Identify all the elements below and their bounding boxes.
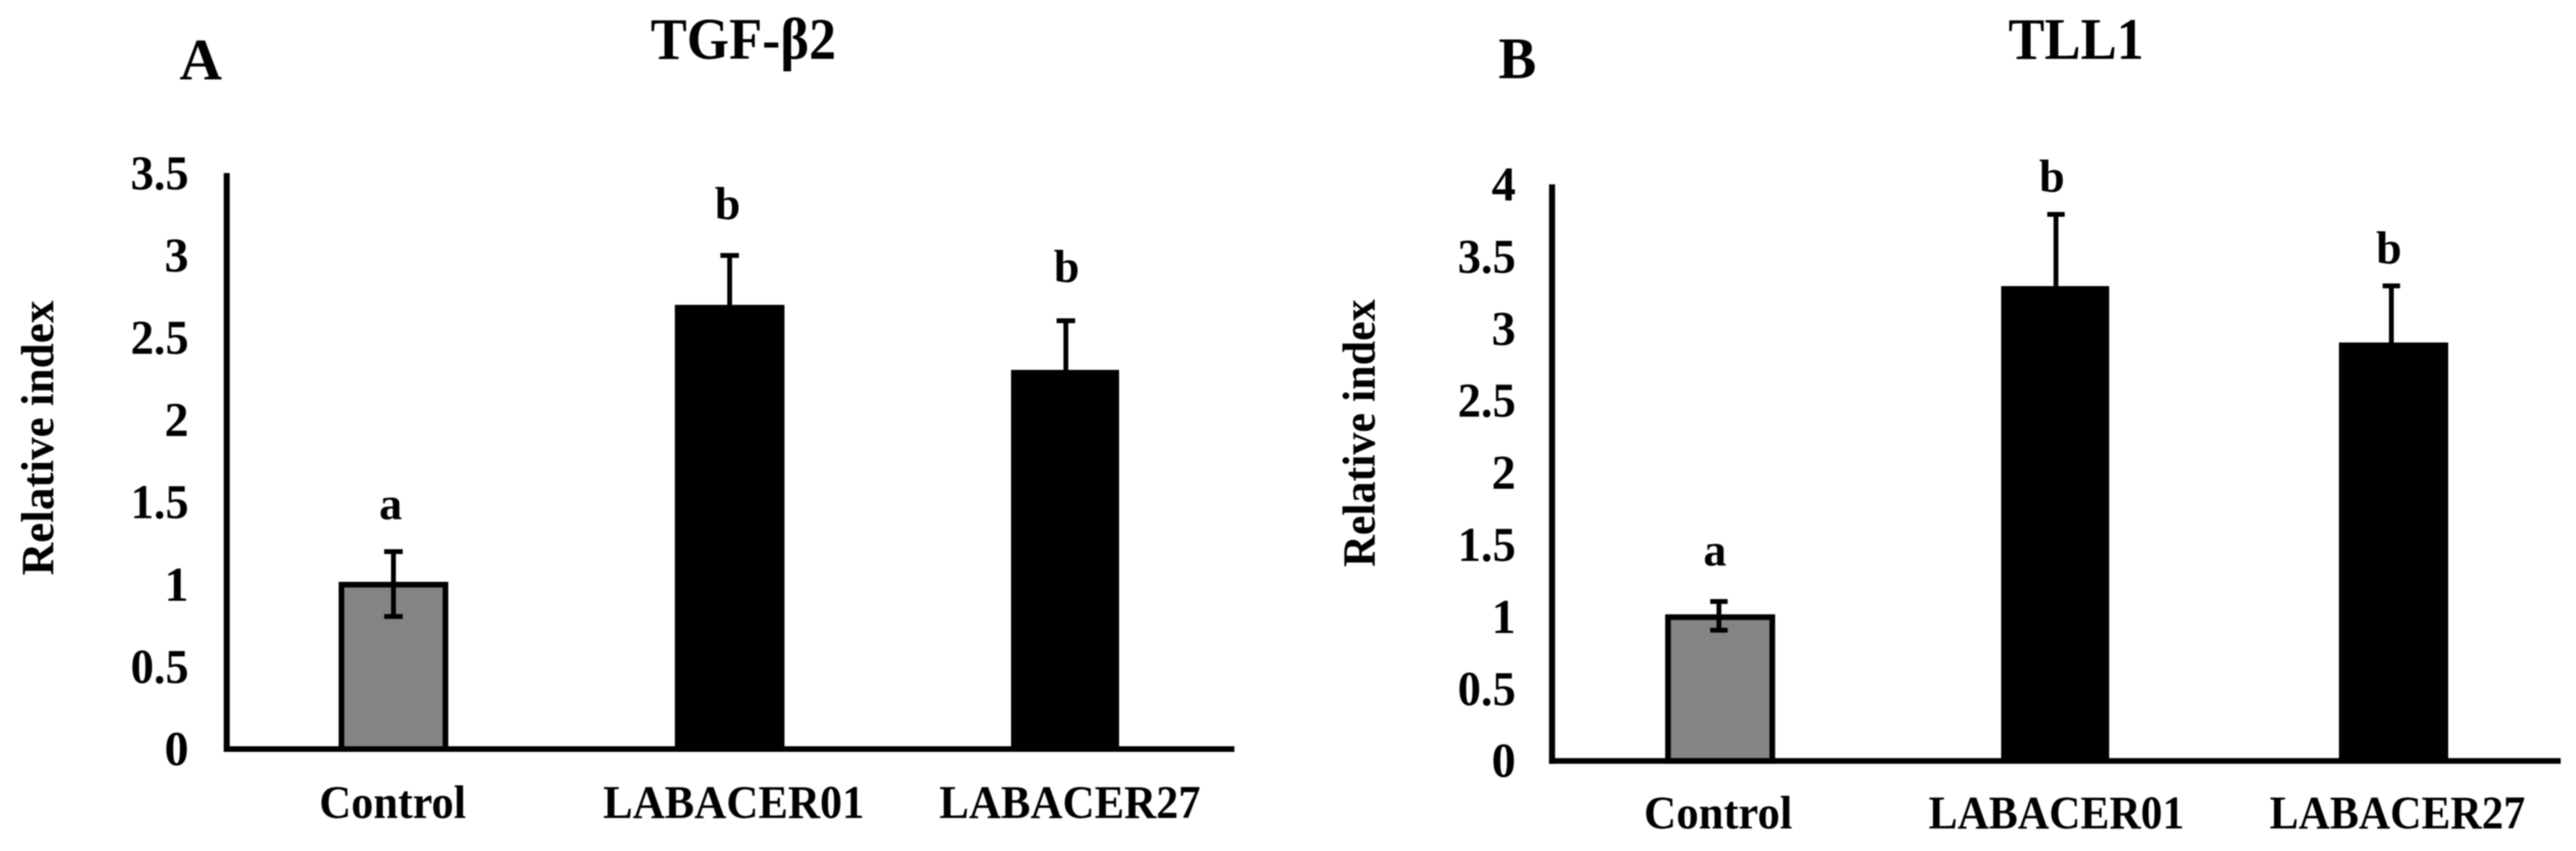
svg-text:3: 3 [164, 229, 189, 282]
svg-text:4: 4 [1492, 158, 1516, 211]
svg-text:0.5: 0.5 [1458, 662, 1516, 716]
svg-text:a: a [1704, 525, 1727, 575]
svg-text:0: 0 [164, 723, 189, 776]
svg-text:2: 2 [1492, 446, 1516, 500]
svg-text:A: A [180, 27, 223, 93]
svg-text:B: B [1499, 26, 1537, 91]
svg-text:LABACER01: LABACER01 [1929, 787, 2184, 839]
svg-text:a: a [379, 479, 402, 529]
svg-text:1.5: 1.5 [131, 475, 189, 529]
svg-text:b: b [2376, 223, 2402, 274]
svg-text:1: 1 [164, 558, 189, 611]
svg-text:3.5: 3.5 [131, 147, 189, 200]
svg-text:3.5: 3.5 [1458, 230, 1516, 283]
svg-text:Relative index: Relative index [1334, 299, 1385, 567]
svg-text:2.5: 2.5 [1458, 374, 1516, 427]
svg-text:Control: Control [1644, 787, 1792, 839]
svg-text:0.5: 0.5 [131, 640, 189, 693]
svg-text:3: 3 [1492, 302, 1516, 355]
svg-text:Relative index: Relative index [13, 301, 64, 575]
svg-text:TLL1: TLL1 [2008, 6, 2144, 72]
svg-text:b: b [715, 179, 741, 230]
svg-text:b: b [1054, 242, 1080, 293]
svg-text:1.5: 1.5 [1458, 518, 1516, 571]
svg-text:2.5: 2.5 [131, 311, 189, 364]
svg-text:LABACER27: LABACER27 [2270, 787, 2525, 839]
svg-text:2: 2 [164, 393, 189, 446]
svg-text:LABACER01: LABACER01 [603, 776, 864, 828]
svg-text:0: 0 [1492, 734, 1516, 787]
svg-text:1: 1 [1492, 590, 1516, 643]
svg-text:LABACER27: LABACER27 [939, 776, 1201, 828]
svg-text:TGF-β2: TGF-β2 [651, 6, 836, 72]
svg-text:b: b [2039, 152, 2065, 202]
svg-text:Control: Control [319, 776, 466, 828]
